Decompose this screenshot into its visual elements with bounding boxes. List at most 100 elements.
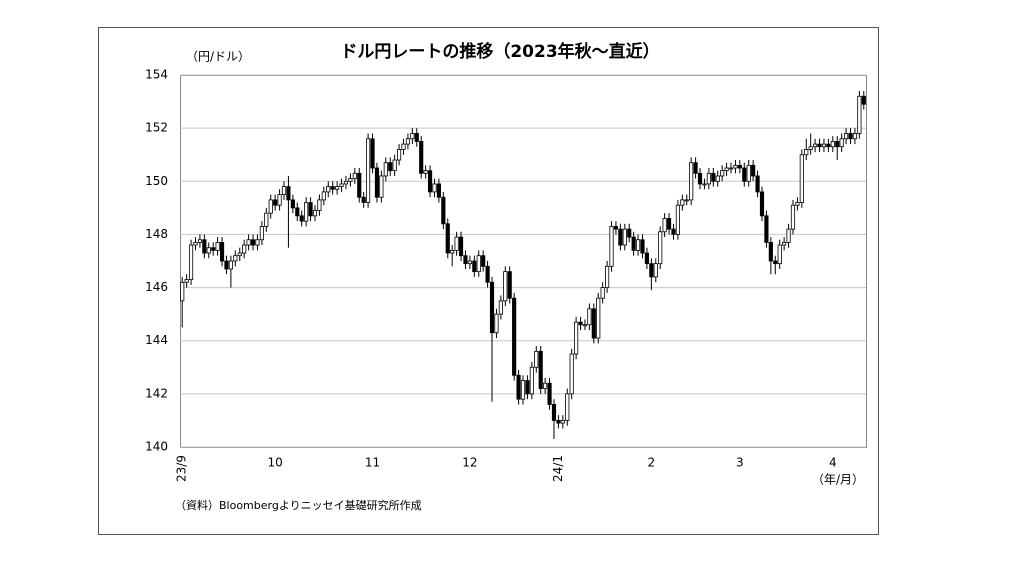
candle-body	[813, 143, 818, 148]
candle-body	[237, 252, 242, 257]
candle-body	[773, 260, 778, 265]
candle-body	[242, 244, 247, 254]
candle-body	[233, 255, 238, 262]
candle-body	[259, 226, 264, 241]
x-tick-label: 23/9	[175, 455, 189, 482]
candle-body	[507, 271, 512, 299]
candle-body	[330, 186, 335, 190]
candle-body	[578, 321, 583, 326]
candle-body	[795, 202, 800, 206]
candle-body	[481, 255, 486, 267]
candle-body	[202, 239, 207, 254]
candle-body	[804, 148, 809, 156]
candle-body	[675, 204, 680, 235]
candle-body	[370, 138, 375, 169]
candle-body	[560, 420, 565, 424]
x-tick-label: 24/1	[551, 455, 565, 482]
candle-body	[529, 366, 534, 395]
candle-body	[631, 236, 636, 251]
candle-body	[653, 263, 658, 278]
candle-body	[273, 199, 278, 206]
y-tick-label: 154	[145, 68, 168, 82]
candle-body	[671, 228, 676, 235]
candle-body	[184, 279, 189, 283]
candle-body	[574, 321, 579, 355]
candle-body	[219, 241, 225, 262]
y-tick-label: 146	[145, 280, 168, 294]
candle-body	[605, 265, 610, 288]
candle-body	[613, 226, 619, 230]
y-tick-label: 148	[145, 227, 168, 241]
candle-body	[790, 204, 796, 230]
candle-body	[839, 138, 844, 148]
candle-body	[618, 228, 623, 246]
candle-body	[388, 162, 393, 172]
candle-body	[649, 263, 654, 278]
candle-body	[343, 180, 349, 185]
candle-body	[290, 199, 295, 209]
candle-body	[180, 281, 185, 302]
candle-body	[640, 239, 645, 254]
candle-body	[427, 170, 433, 193]
candle-body	[600, 287, 605, 299]
candle-body	[339, 183, 344, 187]
candle-body	[844, 133, 849, 140]
candle-body	[494, 313, 499, 334]
candle-body	[441, 196, 446, 225]
candle-body	[419, 141, 424, 174]
candle-body	[569, 353, 574, 395]
candle-body	[742, 167, 747, 182]
candle-body	[817, 143, 822, 148]
candle-body	[848, 133, 853, 140]
candle-body	[255, 239, 260, 246]
candle-body	[489, 281, 495, 334]
candle-body	[786, 228, 791, 243]
candle-body	[348, 178, 353, 182]
candle-body	[467, 260, 472, 265]
candle-body	[503, 271, 508, 302]
candle-body	[485, 265, 490, 283]
candle-body	[458, 236, 464, 257]
candle-body	[423, 170, 428, 174]
candle-body	[596, 297, 601, 339]
candle-body	[556, 420, 561, 424]
candle-body	[622, 228, 627, 246]
candle-body	[689, 162, 694, 201]
candle-body	[410, 133, 415, 140]
candle-body	[463, 255, 468, 265]
candle-body	[436, 183, 441, 198]
candle-body	[366, 138, 371, 203]
candle-body	[821, 143, 827, 148]
candle-body	[335, 186, 340, 190]
candle-body	[374, 167, 380, 198]
candle-body	[414, 133, 419, 142]
candle-body	[357, 172, 362, 198]
candle-body	[644, 252, 650, 265]
candle-body	[609, 226, 614, 267]
candle-body	[852, 133, 858, 140]
candle-body	[392, 159, 397, 172]
candle-body	[658, 231, 663, 265]
candle-body	[702, 183, 707, 186]
candle-body	[206, 247, 211, 254]
x-axis-label: （年/月）	[812, 473, 864, 487]
candle-body	[286, 186, 291, 201]
candle-body	[706, 172, 711, 185]
candle-body	[211, 247, 216, 251]
candle-body	[680, 199, 685, 206]
candle-body	[777, 244, 782, 265]
candle-body	[224, 260, 229, 270]
candle-body	[728, 167, 734, 170]
candle-body	[635, 239, 641, 251]
candle-body	[534, 350, 539, 368]
candle-body	[582, 324, 588, 327]
candle-body	[476, 255, 481, 273]
candle-body	[450, 249, 455, 254]
candle-body	[538, 350, 543, 389]
y-tick-label: 150	[145, 174, 168, 188]
candle-body	[264, 212, 269, 227]
candle-body	[720, 170, 725, 177]
candle-body	[733, 164, 738, 169]
candle-body	[543, 382, 548, 389]
